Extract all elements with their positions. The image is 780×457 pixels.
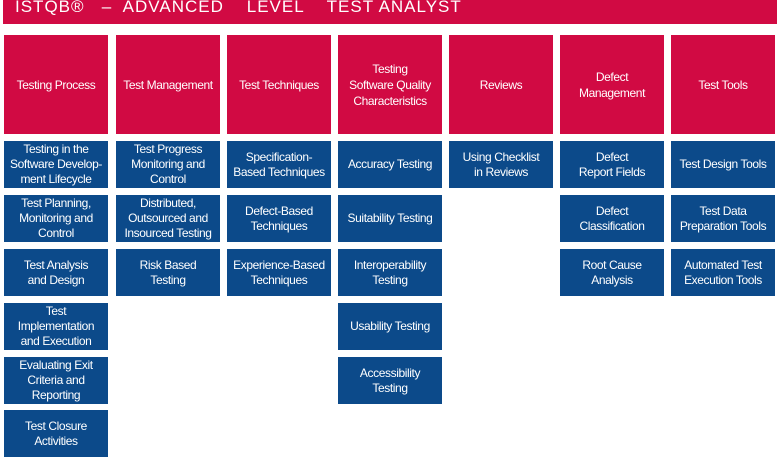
topic-box: Test Design Tools — [671, 141, 775, 188]
category-box: Testing Process — [4, 35, 108, 134]
topic-box: Defect-Based Techniques — [227, 195, 331, 242]
topic-box: Automated Test Execution Tools — [671, 249, 775, 296]
topic-box: Usability Testing — [338, 303, 442, 350]
topic-box: Specification- Based Techniques — [227, 141, 331, 188]
topic-box: Defect Classification — [560, 195, 664, 242]
category-box: Test Techniques — [227, 35, 331, 134]
topic-box: Test Analysis and Design — [4, 249, 108, 296]
topic-box: Testing in the Software Develop- ment Li… — [4, 141, 108, 188]
topic-box: Risk Based Testing — [116, 249, 220, 296]
topic-box: Test Implementation and Execution — [4, 303, 108, 350]
topic-box: Test Planning, Monitoring and Control — [4, 195, 108, 242]
topic-box: Accessibility Testing — [338, 357, 442, 404]
category-box: Defect Management — [560, 35, 664, 134]
topic-box: Accuracy Testing — [338, 141, 442, 188]
title-banner: ISTQB® – ADVANCED LEVEL TEST ANALYST — [3, 0, 777, 24]
topic-box: Test Closure Activities — [4, 410, 108, 457]
topic-box: Interoperability Testing — [338, 249, 442, 296]
topic-box: Experience-Based Techniques — [227, 249, 331, 296]
topic-box: Distributed, Outsourced and Insourced Te… — [116, 195, 220, 242]
category-box: Testing Software Quality Characteristics — [338, 35, 442, 134]
topic-box: Test Data Preparation Tools — [671, 195, 775, 242]
page-title: ISTQB® – ADVANCED LEVEL TEST ANALYST — [15, 0, 462, 16]
topic-box: Using Checklist in Reviews — [449, 141, 553, 188]
topic-box: Evaluating Exit Criteria and Reporting — [4, 357, 108, 404]
topic-box: Test Progress Monitoring and Control — [116, 141, 220, 188]
category-box: Test Management — [116, 35, 220, 134]
topic-box: Suitability Testing — [338, 195, 442, 242]
category-box: Reviews — [449, 35, 553, 134]
topic-box: Root Cause Analysis — [560, 249, 664, 296]
topic-box: Defect Report Fields — [560, 141, 664, 188]
category-box: Test Tools — [671, 35, 775, 134]
